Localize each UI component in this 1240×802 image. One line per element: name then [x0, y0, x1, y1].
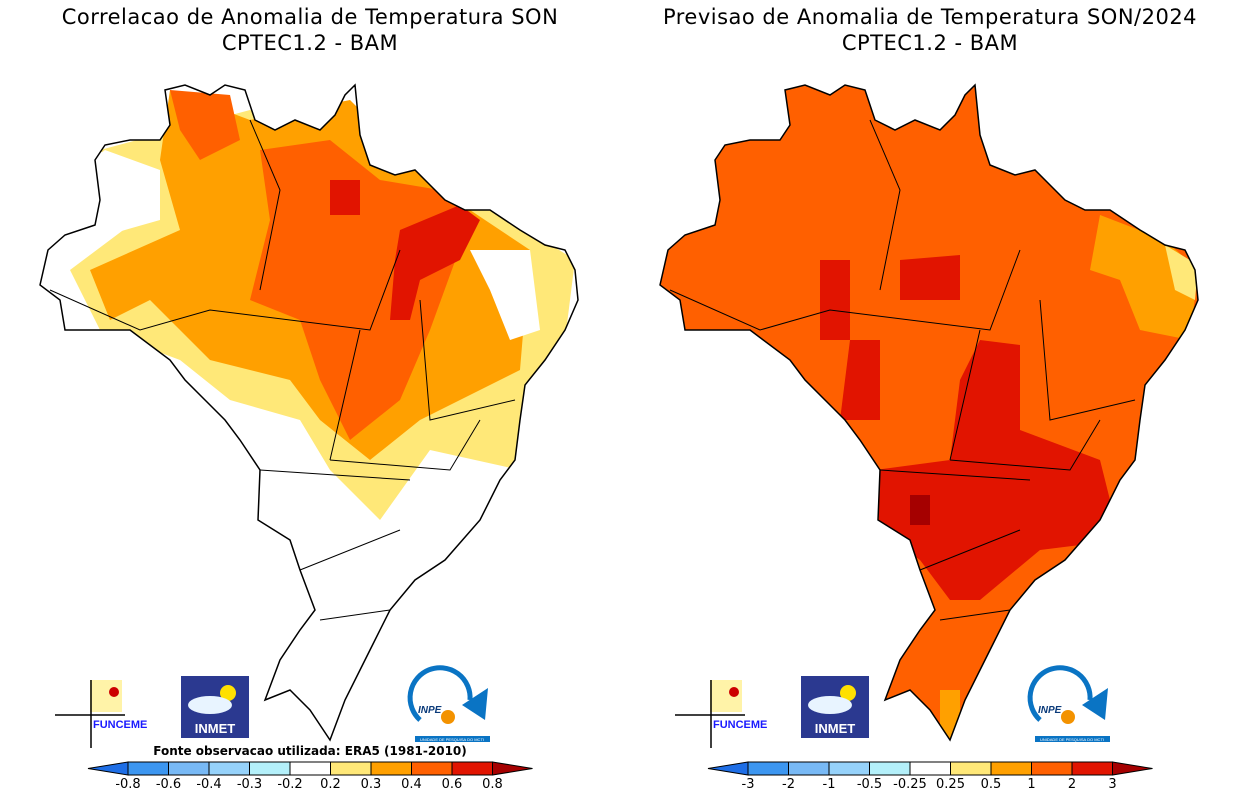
- state-borders-left: [49, 119, 516, 621]
- colorbar-label: 0.3: [361, 777, 382, 792]
- region-red: [820, 255, 1120, 600]
- left-map: [39, 84, 579, 741]
- colorbar-box: [747, 761, 789, 776]
- logos-left: FUNCEME INMET INPE UNIDADE DE PESQUISA D…: [55, 665, 490, 748]
- right-title: Previsao de Anomalia de Temperatura SON/…: [620, 4, 1240, 56]
- colorbar-box: [1031, 761, 1073, 776]
- colorbar-label: -0.8: [115, 777, 140, 792]
- colorbar-label: 3: [1108, 777, 1116, 792]
- colorbar-label: 1: [1027, 777, 1035, 792]
- colorbar-box: [289, 761, 331, 776]
- colorbar-box: [168, 761, 210, 776]
- colorbar-label: 0.4: [401, 777, 422, 792]
- colorbar-label: -2: [782, 777, 795, 792]
- colorbar-label: -0.4: [196, 777, 221, 792]
- colorbar-label: 2: [1068, 777, 1076, 792]
- colorbar-arrow-low: [707, 761, 749, 776]
- region-dark-orange-2: [170, 90, 240, 160]
- colorbar-box: [330, 761, 372, 776]
- colorbar-arrow-low: [87, 761, 129, 776]
- region-orange-south: [940, 690, 960, 740]
- colorbar-box: [909, 761, 951, 776]
- colorbar-box: [249, 761, 291, 776]
- colorbar-label: 0.8: [482, 777, 503, 792]
- colorbar-box: [1071, 761, 1113, 776]
- inpe-logo: INPE UNIDADE DE PESQUISA DO MCTI: [407, 665, 490, 742]
- colorbar-box: [411, 761, 453, 776]
- colorbar-box: [370, 761, 412, 776]
- region-dark-red: [910, 495, 930, 525]
- colorbar-label: -0.6: [156, 777, 181, 792]
- region-red: [330, 180, 480, 320]
- colorbar-label: 0.6: [442, 777, 463, 792]
- colorbar-arrow-high: [1112, 761, 1153, 776]
- colorbar-label: -3: [742, 777, 755, 792]
- left-title-line1: Correlacao de Anomalia de Temperatura SO…: [61, 5, 559, 29]
- left-title: Correlacao de Anomalia de Temperatura SO…: [0, 4, 620, 56]
- left-title-line2: CPTEC1.2 - BAM: [221, 31, 399, 55]
- inpe-text: INPE: [418, 705, 442, 716]
- colorbar-box: [990, 761, 1032, 776]
- colorbar-box: [950, 761, 992, 776]
- colorbar-label: 0.2: [320, 777, 341, 792]
- colorbar-right: -3 -2 -1 -0.5 -0.25 0.25 0.5 1 2 3: [707, 761, 1153, 792]
- colorbar-box: [828, 761, 870, 776]
- colorbar-left: -0.8 -0.6 -0.4 -0.3 -0.2 0.2 0.3 0.4 0.6 0.8: [87, 761, 533, 792]
- region-dark-orange: [250, 140, 470, 440]
- funceme-logo: FUNCEME: [55, 680, 147, 748]
- colorbar-box: [127, 761, 169, 776]
- colorbar-label: 0.25: [936, 777, 965, 792]
- funceme-text: FUNCEME: [93, 719, 147, 731]
- region-white-ne: [470, 250, 540, 340]
- right-title-line2: CPTEC1.2 - BAM: [841, 31, 1019, 55]
- colorbar-label: -0.2: [277, 777, 302, 792]
- state-borders-right: [669, 119, 1136, 621]
- colorbar-label: -0.25: [893, 777, 927, 792]
- inpe-subtitle: UNIDADE DE PESQUISA DO MCTI: [420, 737, 484, 742]
- colorbar-box: [208, 761, 250, 776]
- inmet-text: INMET: [195, 721, 236, 736]
- colorbar-label: 0.5: [981, 777, 1002, 792]
- colorbar-label: -0.3: [237, 777, 262, 792]
- region-dark-orange: [660, 85, 1198, 740]
- colorbar-box: [788, 761, 830, 776]
- right-map: [659, 84, 1199, 741]
- colorbar-box: [869, 761, 911, 776]
- colorbar-label: -1: [823, 777, 836, 792]
- colorbar-label: -0.5: [857, 777, 882, 792]
- colorbar-arrow-high: [492, 761, 533, 776]
- right-title-line1: Previsao de Anomalia de Temperatura SON/…: [662, 5, 1198, 29]
- inmet-logo: INMET: [181, 676, 249, 738]
- source-note: Fonte observacao utilizada: ERA5 (1981-2…: [153, 744, 467, 758]
- colorbar-box: [451, 761, 493, 776]
- region-yellow: [1165, 245, 1198, 300]
